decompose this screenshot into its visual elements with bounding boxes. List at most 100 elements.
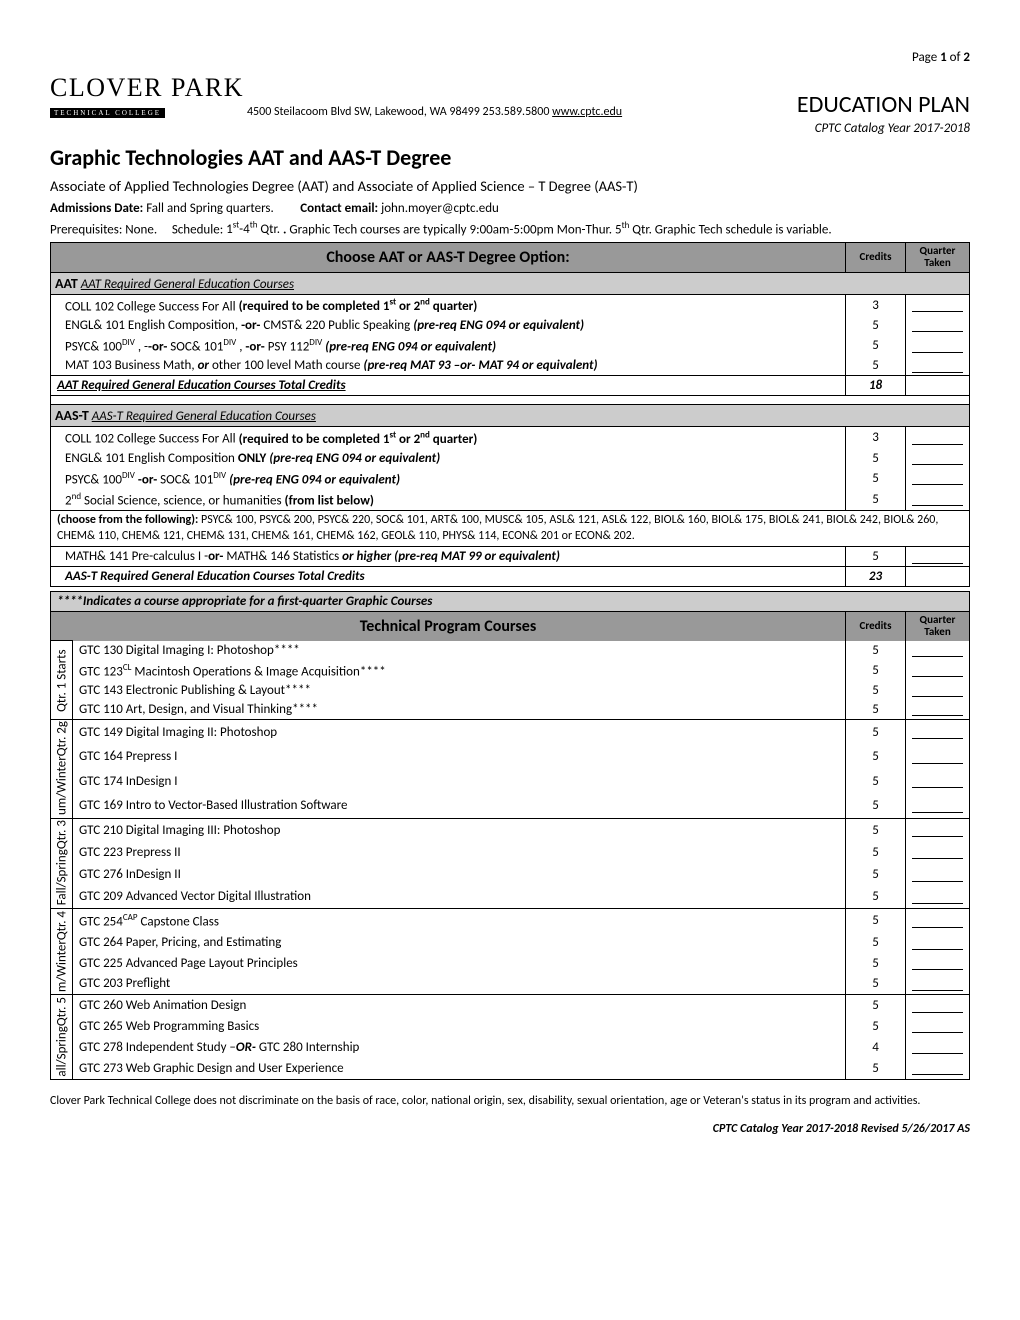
quarter-taken-blank[interactable] (912, 643, 963, 657)
quarter-label: Fall/SpringQtr. 3 (51, 818, 73, 908)
quarter-taken-blank[interactable] (912, 914, 963, 928)
table-row: Fall/SpringQtr. 3GTC 210 Digital Imaging… (51, 818, 970, 841)
contact-value: john.moyer@cptc.edu (381, 201, 499, 216)
t1-hdr: Choose AAT or AAS-T Degree Option: (51, 243, 846, 272)
table-row: GTC 265 Web Programming Basics5 (51, 1016, 970, 1037)
table-row: MAT 103 Business Math, or other 100 leve… (51, 356, 970, 376)
table-row: 2nd Social Science, science, or humaniti… (51, 489, 970, 511)
table-row: COLL 102 College Success For All (requir… (51, 427, 970, 449)
subtitle: Associate of Applied Technologies Degree… (50, 177, 970, 195)
quarter-taken-blank[interactable] (912, 725, 963, 739)
table-row: MATH& 141 Pre-calculus I -or- MATH& 146 … (51, 547, 970, 567)
table-row: GTC 143 Electronic Publishing & Layout**… (51, 681, 970, 700)
quarter-taken-blank[interactable] (912, 1040, 963, 1054)
admissions-line: Admissions Date: Fall and Spring quarter… (50, 201, 970, 216)
quarter-label: m/WinterQtr. 4 (51, 909, 73, 995)
contact-label: Contact email: (300, 201, 381, 216)
quarter-taken-blank[interactable] (912, 823, 963, 837)
quarter-taken-blank[interactable] (912, 890, 963, 904)
quarter-taken-blank[interactable] (912, 550, 963, 564)
table-row: GTC 264 Paper, Pricing, and Estimating5 (51, 932, 970, 953)
quarter-taken-blank[interactable] (912, 663, 963, 677)
aast-hdr: AAS-T AAS-T Required General Education C… (51, 405, 970, 427)
choose-note-row: (choose from the following): PSYC& 100, … (51, 511, 970, 547)
t2-hdr-qt: Quarter Taken (906, 612, 970, 641)
table-row: ENGL& 101 English Composition ONLY (pre-… (51, 449, 970, 468)
table-row: um/WinterQtr. 2gGTC 149 Digital Imaging … (51, 719, 970, 744)
t1-hdr-qt: Quarter Taken (906, 243, 970, 272)
indicates-row: ****Indicates a course appropriate for a… (51, 592, 970, 612)
table-row: GTC 174 InDesign I5 (51, 769, 970, 793)
plan-title: EDUCATION PLAN (797, 90, 970, 119)
quarter-taken-blank[interactable] (912, 1061, 963, 1075)
table-row: GTC 276 InDesign II5 (51, 863, 970, 885)
quarter-taken-blank[interactable] (912, 799, 963, 813)
address-line: 4500 Steilacoom Blvd SW, Lakewood, WA 98… (247, 105, 797, 119)
quarter-label: Qtr. 1 Starts (51, 641, 73, 720)
tech-table: ****Indicates a course appropriate for a… (50, 591, 970, 1079)
prereq-label: Prerequisites: (50, 222, 125, 237)
aast-total-row: AAS-T Required General Education Courses… (51, 567, 970, 587)
quarter-taken-blank[interactable] (912, 845, 963, 859)
quarter-taken-blank[interactable] (912, 1019, 963, 1033)
admissions-label: Admissions Date: (50, 201, 146, 216)
aat-total-row: AAT Required General Education Courses T… (51, 376, 970, 396)
quarter-taken-blank[interactable] (912, 359, 963, 373)
quarter-taken-blank[interactable] (912, 936, 963, 950)
gen-ed-table: Choose AAT or AAS-T Degree Option: Credi… (50, 242, 970, 587)
quarter-taken-blank[interactable] (912, 868, 963, 882)
quarter-taken-blank[interactable] (912, 999, 963, 1013)
logo-sub: TECHNICAL COLLEGE (50, 108, 165, 118)
prereq-value: None. (125, 222, 157, 237)
table-row: GTC 209 Advanced Vector Digital Illustra… (51, 886, 970, 909)
t1-hdr-cr: Credits (846, 243, 906, 272)
website-link[interactable]: www.cptc.edu (552, 105, 622, 119)
quarter-taken-blank[interactable] (912, 956, 963, 970)
quarter-label: all/SpringQtr. 5 (51, 995, 73, 1080)
quarter-label: um/WinterQtr. 2g (51, 719, 73, 818)
table-row: GTC 164 Prepress I5 (51, 744, 970, 768)
quarter-taken-blank[interactable] (912, 702, 963, 716)
table-row: all/SpringQtr. 5GTC 260 Web Animation De… (51, 995, 970, 1016)
t2-hdr-cr: Credits (846, 612, 906, 641)
admissions-value: Fall and Spring quarters. (146, 201, 274, 216)
quarter-taken-blank[interactable] (912, 977, 963, 991)
logo-main: CLOVER PARK (50, 73, 244, 103)
address-text: 4500 Steilacoom Blvd SW, Lakewood, WA 98… (247, 105, 552, 119)
table-row: GTC 123CL Macintosh Operations & Image A… (51, 660, 970, 681)
t2-hdr: Technical Program Courses (51, 612, 846, 641)
table-row: GTC 203 Preflight5 (51, 973, 970, 994)
table-row: GTC 223 Prepress II5 (51, 841, 970, 863)
quarter-taken-blank[interactable] (912, 318, 963, 332)
table-row: GTC 169 Intro to Vector-Based Illustrati… (51, 793, 970, 818)
table-row: m/WinterQtr. 4GTC 254CAP Capstone Class5 (51, 909, 970, 933)
table-row: GTC 225 Advanced Page Layout Principles5 (51, 953, 970, 974)
quarter-taken-blank[interactable] (912, 750, 963, 764)
quarter-taken-blank[interactable] (912, 774, 963, 788)
table-row: GTC 273 Web Graphic Design and User Expe… (51, 1058, 970, 1079)
header-bar: CLOVER PARK TECHNICAL COLLEGE 4500 Steil… (50, 73, 970, 119)
quarter-taken-blank[interactable] (912, 492, 963, 506)
table-row: ENGL& 101 English Composition, -or- CMST… (51, 316, 970, 335)
quarter-taken-blank[interactable] (912, 431, 963, 445)
quarter-taken-blank[interactable] (912, 451, 963, 465)
nondiscrimination-footer: Clover Park Technical College does not d… (50, 1094, 970, 1108)
table-row: PSYC& 100DIV -or- SOC& 101DIV (pre-req E… (51, 468, 970, 489)
table-row: GTC 278 Independent Study –OR- GTC 280 I… (51, 1037, 970, 1058)
quarter-taken-blank[interactable] (912, 683, 963, 697)
page-title: Graphic Technologies AAT and AAS-T Degre… (50, 144, 970, 171)
page-number: Page 1 of 2 (50, 50, 970, 65)
table-row: Qtr. 1 StartsGTC 130 Digital Imaging I: … (51, 641, 970, 660)
quarter-taken-blank[interactable] (912, 298, 963, 312)
table-row: GTC 110 Art, Design, and Visual Thinking… (51, 700, 970, 720)
table-row: COLL 102 College Success For All (requir… (51, 294, 970, 316)
footer-right: CPTC Catalog Year 2017-2018 Revised 5/26… (50, 1122, 970, 1136)
quarter-taken-blank[interactable] (912, 339, 963, 353)
aat-hdr: AAT AAT Required General Education Cours… (51, 272, 970, 294)
table-row: PSYC& 100DIV , --or- SOC& 101DIV , -or- … (51, 335, 970, 356)
schedule-value: 1st-4th Qtr. (226, 222, 283, 237)
catalog-year: CPTC Catalog Year 2017-2018 (50, 121, 970, 136)
prereq-schedule-line: Prerequisites: None. Schedule: 1st-4th Q… (50, 220, 970, 237)
quarter-taken-blank[interactable] (912, 471, 963, 485)
schedule-label: Schedule: (172, 222, 226, 237)
